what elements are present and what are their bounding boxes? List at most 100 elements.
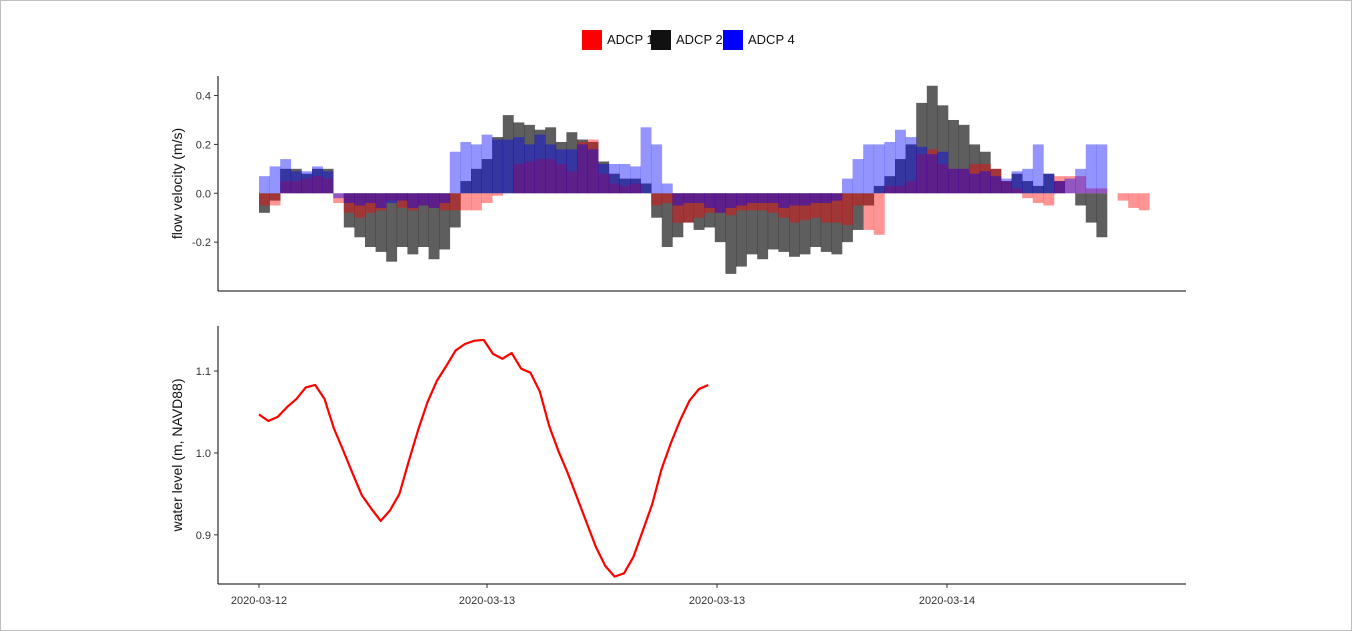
velocity-bar (736, 193, 747, 206)
velocity-bar (895, 129, 906, 194)
velocity-bar (714, 193, 726, 213)
velocity-bar (280, 181, 292, 194)
velocity-bar (820, 193, 832, 252)
velocity-bar (365, 193, 376, 248)
legend-label: ADCP 1 (607, 32, 654, 47)
legend-swatch (582, 30, 602, 50)
velocity-bar (746, 193, 758, 204)
velocity-bar (661, 193, 673, 248)
velocity-bar (948, 168, 959, 194)
velocity-bar (312, 166, 323, 194)
velocity-bar (386, 193, 398, 201)
velocity-bar (969, 144, 981, 194)
velocity-bar (948, 168, 959, 194)
velocity-bar (640, 183, 652, 194)
velocity-bar (693, 193, 705, 230)
velocity-bar (630, 183, 641, 194)
velocity-bar (884, 185, 896, 194)
velocity-bar (958, 168, 970, 194)
velocity-bar (460, 181, 472, 194)
velocity-bar (566, 171, 578, 194)
velocity-bar (630, 178, 641, 194)
velocity-bar (672, 193, 684, 206)
velocity-bar (873, 193, 885, 235)
velocity-bar (1001, 181, 1012, 194)
velocity-bar (1096, 188, 1108, 194)
velocity-bar (714, 193, 726, 213)
velocity-bar (1001, 178, 1012, 194)
velocity-bar (471, 168, 482, 194)
velocity-bar (524, 144, 535, 194)
velocity-bar (354, 193, 366, 238)
velocity-bar (301, 171, 313, 194)
velocity-bar (301, 178, 313, 194)
water-level-axes: 0.9 1.0 1.1 2020-03-12 2020-03-13 2020-03-13 2… (196, 326, 1186, 607)
velocity-bar (693, 193, 705, 204)
velocity-bar (1054, 181, 1065, 194)
velocity-bar (1075, 193, 1087, 206)
velocity-bar (354, 193, 366, 218)
velocity-bar (1054, 181, 1065, 194)
velocity-bar (396, 193, 408, 201)
velocity-bar (704, 193, 716, 208)
velocity-bar (852, 193, 864, 230)
velocity-bar (895, 185, 906, 194)
velocity-bar (746, 193, 758, 211)
flow-velocity-y-tick-label: 0.0 (196, 188, 211, 200)
velocity-bar (958, 168, 970, 194)
velocity-bar (873, 144, 885, 194)
velocity-bar (577, 144, 588, 194)
velocity-bar (418, 193, 429, 248)
velocity-bar (513, 163, 525, 194)
velocity-bar (704, 193, 716, 228)
velocity-bar (884, 176, 896, 194)
velocity-bar (831, 193, 843, 201)
velocity-bar (630, 166, 641, 194)
velocity-bar (1085, 193, 1097, 223)
velocity-bar (852, 193, 864, 206)
velocity-bar (418, 193, 429, 206)
velocity-bar (608, 173, 620, 194)
velocity-bar (789, 193, 800, 257)
velocity-bar (958, 124, 970, 194)
velocity-bar (418, 193, 429, 206)
velocity-bar (1096, 193, 1108, 238)
velocity-bar (990, 168, 1002, 194)
velocity-bar (534, 159, 546, 194)
velocity-bar (969, 163, 981, 194)
velocity-bar (905, 144, 917, 194)
velocity-bar (259, 193, 270, 206)
velocity-bar (481, 134, 493, 194)
velocity-bar (365, 193, 376, 204)
velocity-bar (492, 139, 504, 194)
velocity-bar (492, 193, 504, 196)
velocity-bar (608, 163, 620, 194)
legend-label: ADCP 2 (676, 32, 723, 47)
water-level-y-tick-label: 1.0 (196, 448, 211, 460)
velocity-bar (439, 193, 451, 250)
velocity-bar (492, 137, 504, 194)
velocity-bar (1022, 193, 1034, 199)
velocity-bar (863, 193, 875, 230)
velocity-bar (746, 193, 758, 255)
velocity-bar (725, 193, 737, 208)
water-level-line-group (258, 338, 709, 578)
water-level-x-tick-label: 2020-03-13 (689, 595, 745, 607)
velocity-bar (1085, 144, 1097, 194)
velocity-bar (820, 193, 832, 204)
velocity-bar (375, 193, 387, 208)
velocity-bar (863, 144, 875, 194)
velocity-bar (269, 166, 281, 194)
velocity-bar (343, 193, 355, 228)
velocity-bar (545, 159, 557, 194)
velocity-bar (757, 193, 769, 204)
velocity-bar (301, 173, 313, 194)
velocity-bar (386, 193, 398, 204)
velocity-bar (534, 134, 546, 194)
water-level-y-tick-label: 1.1 (196, 366, 211, 378)
velocity-bar (290, 168, 302, 194)
velocity-bar (736, 193, 747, 267)
velocity-bar (736, 193, 747, 211)
velocity-bar (375, 193, 387, 252)
velocity-bar (926, 149, 938, 194)
